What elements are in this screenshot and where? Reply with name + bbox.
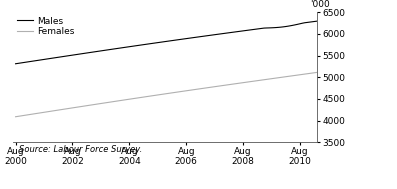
- Line: Females: Females: [15, 72, 317, 117]
- Males: [13, 63, 18, 65]
- Females: [27, 113, 32, 116]
- Males: [293, 24, 297, 26]
- Males: [266, 27, 271, 29]
- Males: [188, 37, 193, 39]
- Females: [188, 89, 193, 91]
- Females: [193, 88, 197, 91]
- Line: Males: Males: [15, 21, 317, 64]
- Y-axis label: '000: '000: [310, 0, 330, 9]
- Text: Source: Labour Force Survey.: Source: Labour Force Survey.: [19, 145, 142, 154]
- Females: [204, 87, 209, 89]
- Males: [193, 36, 197, 39]
- Females: [266, 78, 271, 80]
- Females: [13, 116, 18, 118]
- Males: [204, 35, 209, 37]
- Males: [27, 60, 32, 63]
- Legend: Males, Females: Males, Females: [17, 17, 75, 36]
- Females: [314, 71, 319, 74]
- Males: [314, 20, 319, 22]
- Females: [293, 74, 297, 77]
